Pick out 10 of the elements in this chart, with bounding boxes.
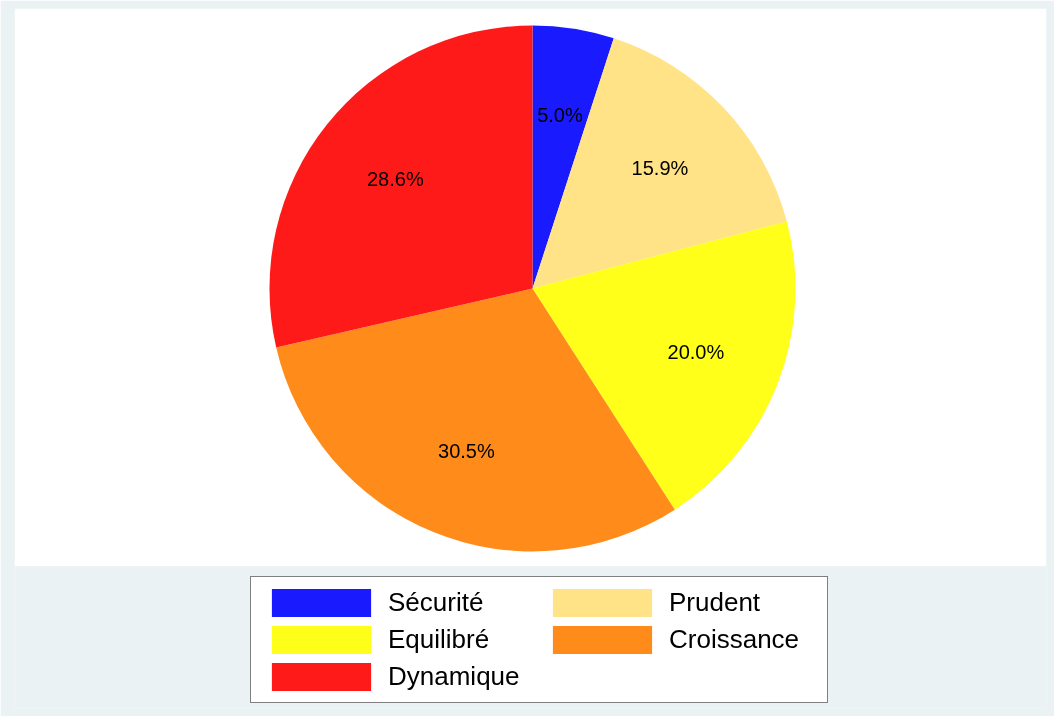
legend-label: Equilibré — [388, 624, 491, 655]
legend-label: Croissance — [669, 624, 801, 655]
data-label: 15.9% — [631, 157, 689, 180]
legend-label: Sécurité — [388, 587, 485, 618]
data-label: 30.5% — [438, 439, 495, 462]
data-label: 5.0% — [537, 104, 583, 127]
data-label: 28.6% — [366, 168, 424, 191]
legend-label: Dynamique — [388, 661, 521, 692]
legend-label: Prudent — [669, 587, 762, 618]
data-label: 20.0% — [667, 341, 725, 364]
